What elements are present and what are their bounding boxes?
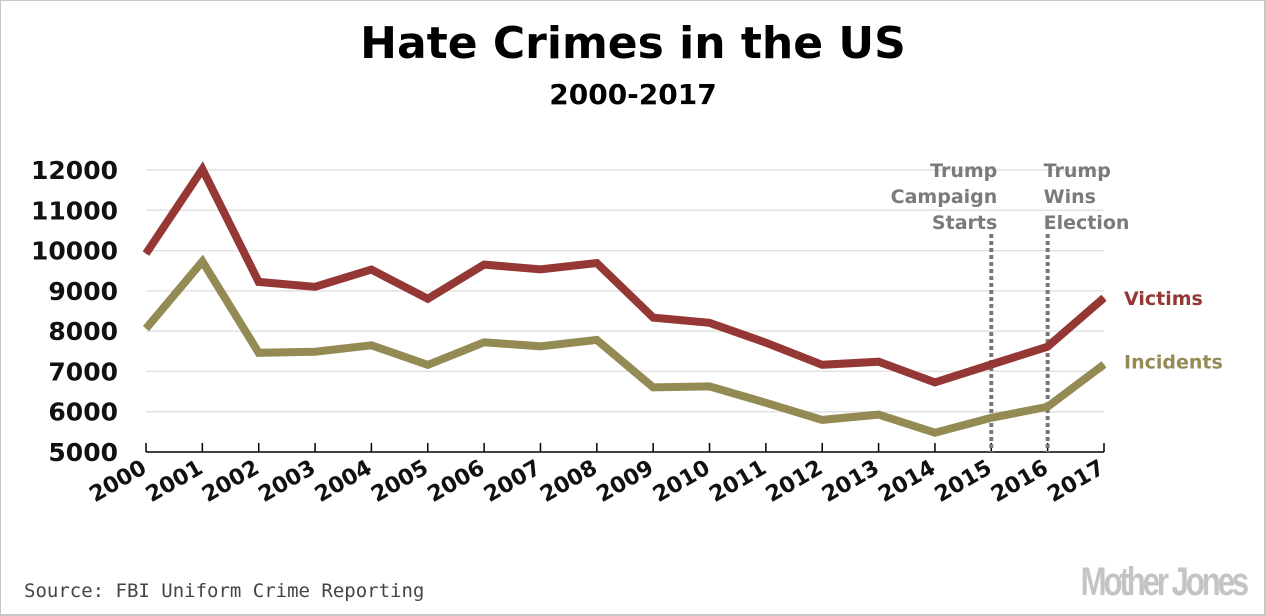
data-point <box>709 322 711 324</box>
x-tick-label: 2015 <box>931 456 997 508</box>
x-tick-label: 2012 <box>762 456 828 508</box>
annotation-label: Wins <box>1044 186 1096 208</box>
data-point <box>483 341 485 343</box>
annotation-label: Trump <box>930 160 997 182</box>
data-point <box>821 364 823 366</box>
data-point <box>1047 406 1049 408</box>
y-tick-label: 11000 <box>31 196 118 225</box>
annotation-label: Campaign <box>891 186 998 208</box>
data-point <box>652 386 654 388</box>
data-point <box>145 253 147 255</box>
data-point <box>201 168 203 170</box>
x-tick-label: 2004 <box>311 456 377 508</box>
data-point <box>539 345 541 347</box>
data-point <box>934 381 936 383</box>
chart-subtitle: 2000-2017 <box>549 78 717 111</box>
y-tick-label: 5000 <box>48 438 118 467</box>
data-point <box>427 298 429 300</box>
data-point <box>878 361 880 363</box>
data-point <box>1047 346 1049 348</box>
y-tick-label: 7000 <box>48 357 118 386</box>
data-point <box>258 352 260 354</box>
y-tick-label: 6000 <box>48 398 118 427</box>
data-point <box>934 432 936 434</box>
x-tick-label: 2017 <box>1043 456 1109 508</box>
data-point <box>201 260 203 262</box>
data-point <box>596 262 598 264</box>
series-line-victims <box>142 161 1107 387</box>
data-point <box>258 281 260 283</box>
x-tick-label: 2007 <box>480 456 546 508</box>
x-tick-label: 2010 <box>649 456 715 508</box>
x-tick-label: 2006 <box>424 456 490 508</box>
data-point <box>878 414 880 416</box>
data-point <box>652 317 654 319</box>
y-tick-label: 10000 <box>31 237 118 266</box>
x-tick-label: 2013 <box>818 456 884 508</box>
x-tick-label: 2011 <box>705 456 771 508</box>
mother-jones-logo: Mother Jones <box>1080 560 1250 604</box>
annotation-label: Starts <box>932 212 997 234</box>
x-tick-label: 2008 <box>536 456 602 508</box>
data-point <box>427 364 429 366</box>
y-tick-label: 8000 <box>48 317 118 346</box>
x-tick-label: 2003 <box>255 456 321 508</box>
chart-title: Hate Crimes in the US <box>360 18 906 69</box>
data-point <box>990 363 992 365</box>
data-point <box>1103 297 1105 299</box>
source-note: Source: FBI Uniform Crime Reporting <box>24 580 425 602</box>
x-tick-label: 2002 <box>198 456 264 508</box>
legend-label-victims: Victims <box>1124 288 1203 310</box>
data-point <box>314 351 316 353</box>
data-point <box>990 417 992 419</box>
data-point <box>1103 363 1105 365</box>
data-point <box>539 268 541 270</box>
y-tick-label: 12000 <box>31 156 118 185</box>
y-tick-label: 9000 <box>48 277 118 306</box>
x-tick-label: 2009 <box>593 456 659 508</box>
data-point <box>370 344 372 346</box>
data-point <box>145 328 147 330</box>
data-point <box>483 264 485 266</box>
data-point <box>596 339 598 341</box>
annotation-label: Election <box>1044 212 1130 234</box>
data-point <box>765 342 767 344</box>
legend-label-incidents: Incidents <box>1124 351 1223 373</box>
x-tick-label: 2016 <box>987 456 1053 508</box>
annotation-label: Trump <box>1044 160 1111 182</box>
data-point <box>765 402 767 404</box>
series-line-incidents <box>142 254 1107 437</box>
data-point <box>314 286 316 288</box>
data-point <box>709 385 711 387</box>
x-tick-label: 2005 <box>367 456 433 508</box>
data-point <box>821 419 823 421</box>
x-tick-label: 2001 <box>142 456 208 508</box>
x-tick-label: 2014 <box>874 456 940 508</box>
data-point <box>370 269 372 271</box>
